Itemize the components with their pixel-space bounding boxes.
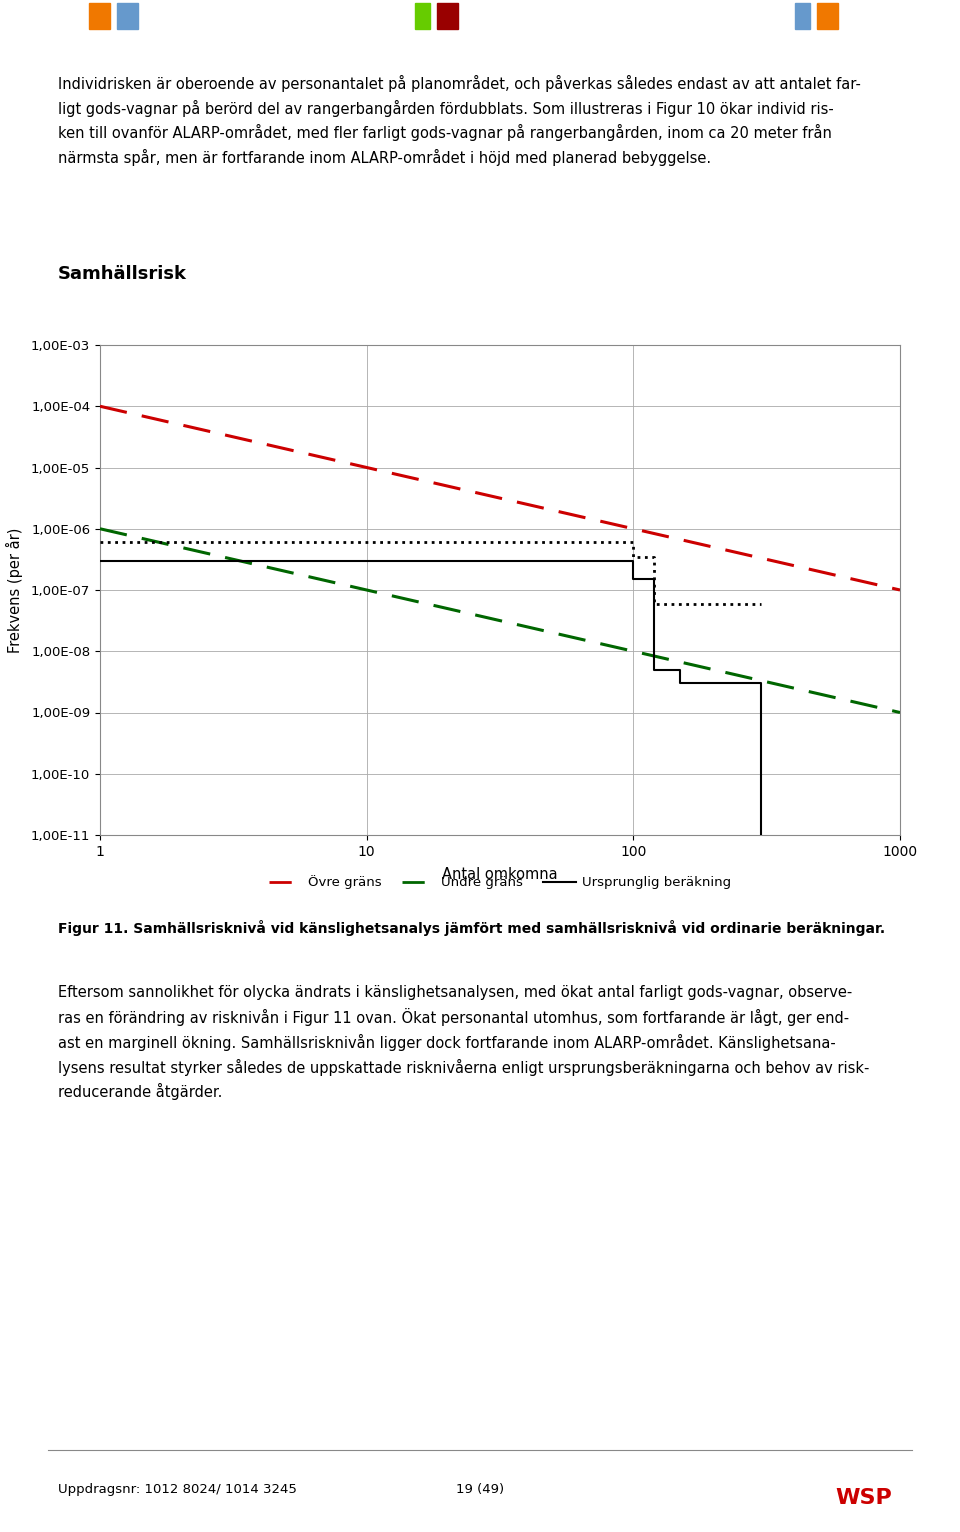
Text: Samhällsrisk: Samhällsrisk: [58, 265, 186, 283]
X-axis label: Antal omkomna: Antal omkomna: [443, 867, 558, 882]
Text: Eftersom sannolikhet för olycka ändrats i känslighetsanalysen, med ökat antal fa: Eftersom sannolikhet för olycka ändrats …: [58, 985, 869, 1100]
Legend: Övre gräns, Undre gräns, Ursprunglig beräkning: Övre gräns, Undre gräns, Ursprunglig ber…: [263, 870, 736, 895]
Bar: [117, 3, 138, 29]
Text: Figur 11. Samhällsrisknivå vid känslighetsanalys jämfört med samhällsrisknivå vi: Figur 11. Samhällsrisknivå vid känslighe…: [58, 921, 885, 936]
Text: 19 (49): 19 (49): [456, 1483, 504, 1497]
Y-axis label: Frekvens (per år): Frekvens (per år): [6, 527, 23, 653]
Bar: [415, 3, 430, 29]
Text: Individrisken är oberoende av personantalet på planområdet, och påverkas således: Individrisken är oberoende av personanta…: [58, 75, 860, 165]
Bar: [89, 3, 110, 29]
Bar: [437, 3, 458, 29]
Text: Uppdragsnr: 1012 8024/ 1014 3245: Uppdragsnr: 1012 8024/ 1014 3245: [58, 1483, 297, 1497]
Text: WSP: WSP: [835, 1488, 893, 1507]
Bar: [795, 3, 810, 29]
Bar: [817, 3, 838, 29]
